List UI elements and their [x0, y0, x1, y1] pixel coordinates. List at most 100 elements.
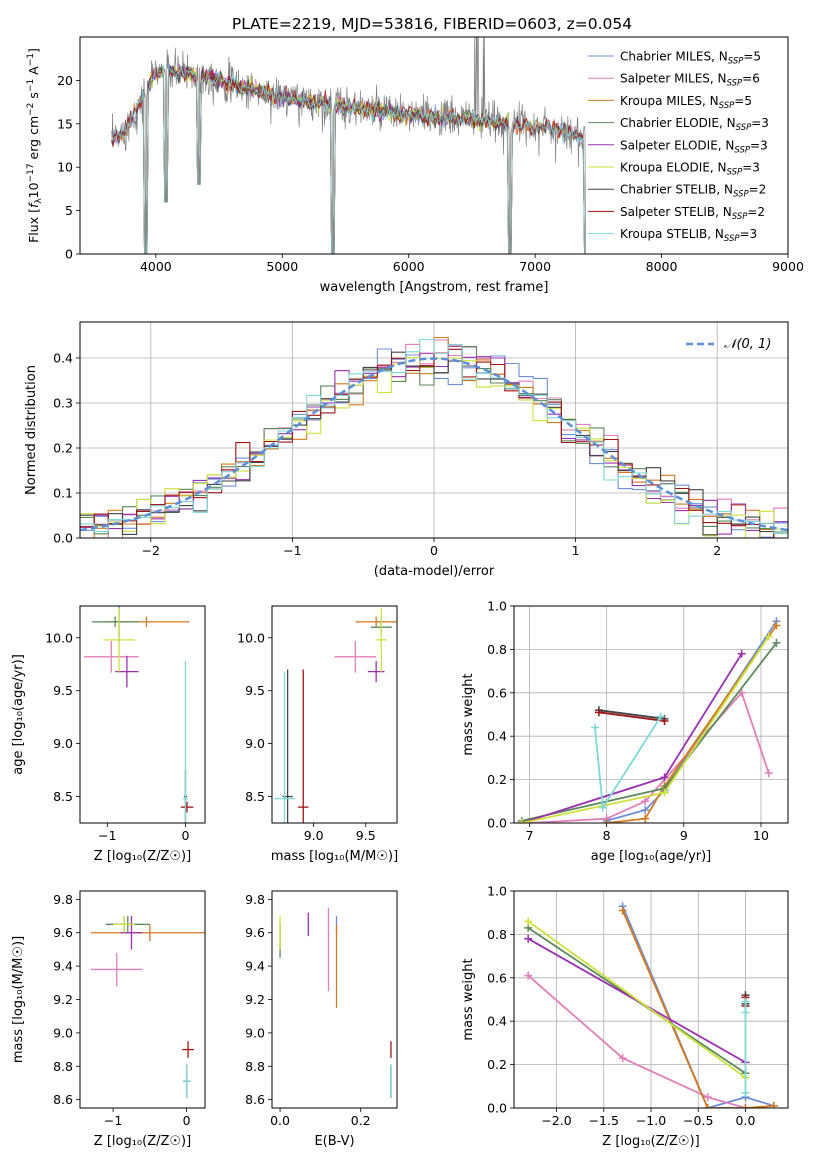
plot-area: [274, 608, 397, 823]
y-axis-label: Normed distribution: [24, 365, 39, 495]
legend-label: Salpeter ELODIE, NSSP=3: [620, 138, 768, 155]
y-axis-label: mass [log₁₀(M/M☉)]: [11, 936, 26, 1063]
x-axis-label: Z [log₁₀(Z/Z☉)]: [602, 1134, 699, 1149]
legend-name: Kroupa ELODIE, N: [620, 161, 727, 175]
x-axis-label: age [log₁₀(age/yr)]: [591, 849, 712, 864]
y-tick-label: 9.8: [245, 892, 265, 907]
x-tick-label: 4000: [140, 259, 172, 274]
y-tick-label: 9.0: [53, 736, 73, 751]
label-part: erg cm: [26, 116, 41, 164]
legend-name: Salpeter MILES, N: [620, 72, 727, 86]
legend-value: =2: [747, 205, 765, 219]
legend-label: Chabrier ELODIE, NSSP=3: [620, 116, 769, 133]
x-tick-label: 9000: [772, 259, 804, 274]
x-tick-label: −1.0: [636, 1113, 666, 1128]
plot-area: [80, 322, 788, 538]
mass-weight-series: [598, 709, 665, 720]
x-axis-label: wavelength [Angstrom, rest frame]: [320, 280, 549, 295]
x-tick-label: 1: [572, 543, 580, 558]
label-part: A: [26, 66, 41, 79]
data-point-marker: [641, 797, 650, 806]
x-tick-label: −2.0: [541, 1113, 571, 1128]
y-tick-label: 8.6: [245, 1092, 265, 1107]
x-tick-label: 8: [603, 828, 611, 843]
data-point-marker: [703, 1093, 712, 1102]
data-point-marker: [741, 997, 750, 1006]
data-point-marker: [641, 805, 650, 814]
legend-value: =3: [750, 138, 768, 152]
plot-area: [514, 891, 788, 1108]
legend-name: Kroupa STELIB, N: [620, 227, 724, 241]
legend-value: =3: [751, 116, 769, 130]
data-point-marker: [517, 819, 526, 823]
label-part: −1: [26, 53, 36, 66]
panel-mass_vs_Z: −1 0 8.6 8.8 9.0 9.2 9.4 9.6 9.8 Z [log₁₀(Z/Z☉)] m…: [11, 890, 206, 1149]
y-tick-label: 10.0: [45, 630, 73, 645]
data-point-marker: [602, 819, 611, 823]
legend-name: Salpeter ELODIE, N: [620, 138, 734, 152]
y-tick-label: 0.4: [487, 1014, 507, 1029]
axes-frame: [513, 890, 789, 1109]
x-tick-label: 0.0: [270, 1113, 290, 1128]
y-tick-label: 0.3: [53, 396, 73, 411]
y-tick-label: 9.5: [53, 683, 73, 698]
y-tick-label: 0.6: [487, 970, 507, 985]
legend-subscript: SSP: [734, 145, 750, 155]
legend-name: Chabrier MILES, N: [620, 50, 728, 64]
y-tick-label: 9.6: [245, 925, 265, 940]
legend-label: Kroupa STELIB, NSSP=3: [620, 227, 757, 244]
y-tick-label: 0.2: [487, 1057, 507, 1072]
x-tick-label: 8000: [646, 259, 678, 274]
mass-weight-series: [527, 974, 746, 1108]
data-point-marker: [660, 788, 669, 797]
x-axis-label: mass [log₁₀(M/M☉)]: [271, 849, 398, 864]
x-tick-label: 0.2: [351, 1113, 371, 1128]
label-part: Flux [: [26, 208, 41, 243]
axes-frame: [79, 36, 789, 255]
y-tick-label: 10: [57, 160, 73, 175]
legend-value: =3: [742, 161, 760, 175]
y-tick-label: 0: [65, 247, 73, 262]
legend-label: 𝒩(0, 1): [724, 337, 771, 352]
y-tick-label: 20: [57, 73, 73, 88]
legend-label: Chabrier STELIB, NSSP=2: [620, 183, 766, 200]
y-tick-label: 1.0: [487, 884, 507, 899]
legend-label: Kroupa ELODIE, NSSP=3: [620, 161, 760, 178]
y-tick-label: 9.5: [245, 683, 265, 698]
y-tick-label: 0.6: [487, 685, 507, 700]
x-tick-label: −1: [283, 543, 301, 558]
x-axis-label: Z [log₁₀(Z/Z☉)]: [94, 1134, 191, 1149]
legend-name: Salpeter STELIB, N: [620, 205, 732, 219]
y-tick-label: 8.8: [245, 1059, 265, 1074]
data-point-marker: [618, 906, 627, 915]
y-tick-label: 9.2: [53, 992, 73, 1007]
x-tick-label: 9: [680, 828, 688, 843]
model-spectrum-line: [111, 63, 586, 254]
label-part: 10: [26, 182, 41, 198]
legend-name: Chabrier ELODIE, N: [620, 116, 736, 130]
x-axis-label: (data-model)/error: [374, 564, 495, 579]
legend-subscript: SSP: [736, 123, 752, 133]
legend-subscript: SSP: [727, 79, 743, 89]
data-point-marker: [741, 1088, 750, 1097]
y-tick-label: 9.4: [53, 959, 73, 974]
plot-area: [83, 606, 194, 823]
x-tick-label: 0: [181, 828, 189, 843]
data-point-marker: [594, 708, 603, 717]
y-tick-label: 9.8: [53, 892, 73, 907]
y-axis-label: Flux [fλ10−17 erg cm−2 s−1 A−1]: [26, 48, 44, 243]
legend-value: =6: [742, 72, 760, 86]
axes-frame: [79, 321, 789, 539]
axes-frame: [79, 605, 206, 824]
y-tick-label: 0.0: [487, 1101, 507, 1116]
data-point-marker: [598, 803, 607, 812]
data-point-marker: [772, 621, 781, 630]
axes-frame: [271, 890, 398, 1109]
mass-weight-series: [606, 624, 778, 823]
x-tick-label: −0.5: [683, 1113, 713, 1128]
mass-weight-series: [598, 711, 665, 722]
y-axis-label: age [log₁₀(age/yr)]: [11, 654, 26, 775]
legend-subscript: SSP: [727, 168, 743, 178]
y-tick-label: 0.8: [487, 642, 507, 657]
